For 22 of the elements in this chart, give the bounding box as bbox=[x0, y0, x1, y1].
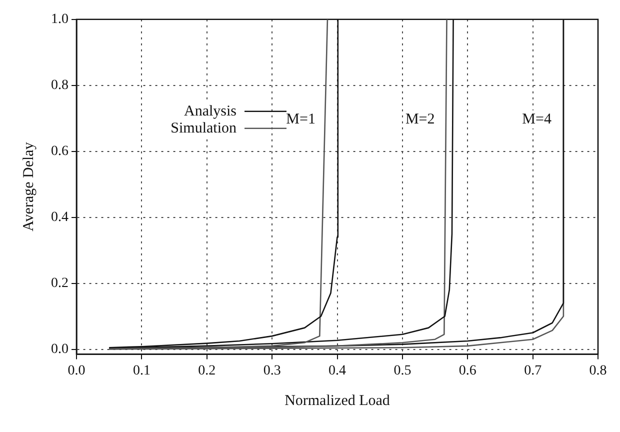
legend-label: Simulation bbox=[170, 120, 237, 136]
legend-label: Analysis bbox=[184, 103, 237, 120]
annotation: M=4 bbox=[522, 111, 552, 128]
y-tick-label: 0.8 bbox=[51, 78, 68, 94]
x-tick-label: 0.1 bbox=[132, 363, 150, 378]
y-tick-label: 0.4 bbox=[51, 210, 68, 225]
x-tick-label: 0.2 bbox=[198, 363, 216, 378]
x-tick-label: 0.3 bbox=[263, 363, 281, 378]
x-tick-label: 0.7 bbox=[524, 363, 542, 378]
annotation: M=2 bbox=[405, 111, 435, 128]
x-tick-label: 0.5 bbox=[394, 363, 412, 378]
y-tick-label: 0.2 bbox=[51, 276, 68, 291]
y-tick-label: 0.6 bbox=[51, 144, 68, 160]
y-axis-title: Average Delay bbox=[20, 142, 37, 232]
y-tick-label: 1.0 bbox=[51, 12, 68, 28]
x-tick-label: 0.6 bbox=[458, 363, 476, 378]
x-tick-label: 0.8 bbox=[589, 363, 607, 378]
annotation: M=1 bbox=[286, 111, 316, 128]
x-tick-label: 0.0 bbox=[68, 363, 86, 378]
x-axis-title: Normalized Load bbox=[284, 392, 390, 409]
y-tick-label: 0.0 bbox=[51, 342, 68, 357]
x-tick-label: 0.4 bbox=[328, 363, 346, 378]
